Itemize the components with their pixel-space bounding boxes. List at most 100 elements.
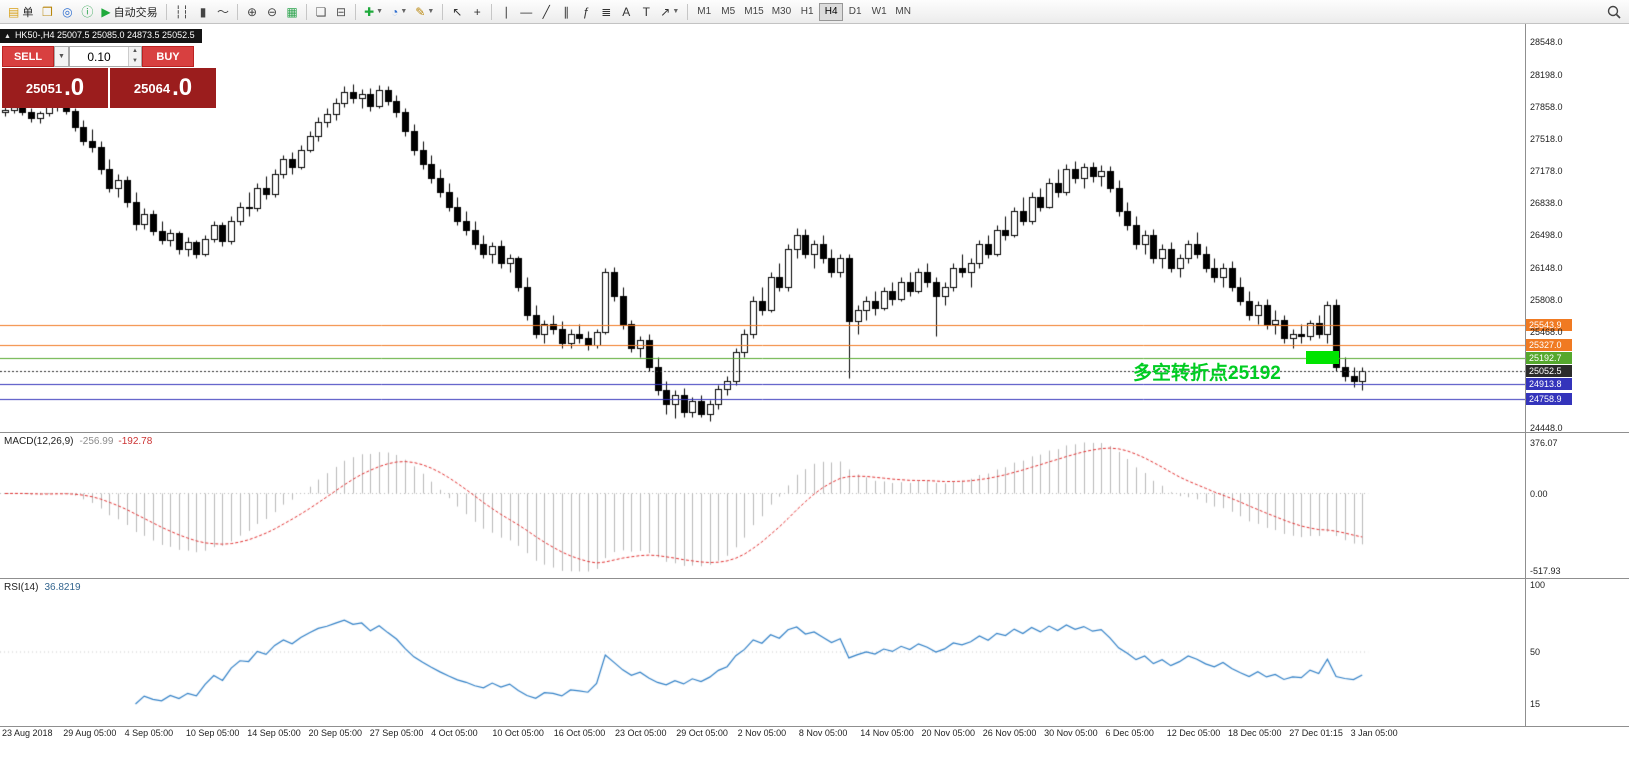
tile-horizontal-button[interactable]: ⊟ [331, 2, 351, 22]
sell-price-button[interactable]: 25051 .0 [2, 68, 108, 108]
macd-indicator-canvas[interactable] [0, 432, 1525, 578]
macd-name: MACD(12,26,9) [4, 436, 74, 447]
timeframe-button-h4[interactable]: H4 [819, 2, 844, 21]
chart-window-button[interactable]: ❒ [37, 2, 57, 22]
volume-spinner: ▲ ▼ [128, 47, 141, 66]
price-level-tag[interactable]: 25327.0 [1526, 339, 1572, 352]
line-chart-icon: ～ [217, 4, 230, 19]
shapes-button[interactable]: ≣ [596, 2, 616, 22]
price-axis-tick: 28198.0 [1530, 69, 1563, 80]
toolbar-separator [237, 3, 239, 20]
time-axis-label: 14 Sep 05:00 [247, 728, 301, 738]
search-button[interactable] [1603, 2, 1625, 22]
timeframe-button-m5[interactable]: M5 [716, 3, 740, 21]
turning-point-marker[interactable] [1306, 351, 1339, 365]
buy-button[interactable]: BUY [142, 46, 194, 67]
rsi-panel-separator[interactable] [0, 578, 1629, 579]
sell-button[interactable]: SELL [2, 46, 54, 67]
chart-window-icon: ❒ [41, 4, 53, 19]
rsi-axis-tick-100: 100 [1530, 580, 1546, 590]
chevron-down-icon: ▼ [376, 8, 384, 15]
crosshair-button[interactable]: + [467, 2, 487, 22]
price-level-tag[interactable]: 25543.9 [1526, 318, 1572, 331]
horizontal-line-button[interactable]: — [516, 2, 536, 22]
arrows-icon: ↗ [660, 4, 671, 19]
templates-icon: ✎ [415, 4, 426, 19]
new-order-button-label: 单 [22, 6, 34, 19]
sell-price-int: 25051 [25, 80, 63, 96]
timeframe-button-d1[interactable]: D1 [843, 3, 867, 21]
time-axis-label: 14 Nov 05:00 [860, 728, 914, 738]
time-axis-label: 23 Oct 05:00 [615, 728, 667, 738]
bar-chart-mode-button[interactable]: ┆┆ [171, 2, 193, 22]
tile-icon: ▦ [286, 4, 298, 19]
turning-point-annotation[interactable]: 多空转折点25192 [1133, 362, 1281, 384]
timeframe-button-m30[interactable]: M30 [768, 3, 795, 21]
text-label-icon: T [642, 4, 650, 19]
data-window-button[interactable]: ⓘ [77, 2, 97, 22]
text-label-button[interactable]: T [636, 2, 656, 22]
fibonacci-button[interactable]: ƒ [576, 2, 596, 22]
vertical-line-icon: ∣ [503, 4, 510, 19]
indicators-button[interactable]: ✚ ▼ [360, 2, 387, 22]
crosshair-icon: + [473, 4, 481, 19]
macd-axis-tick-max: 376.07 [1530, 438, 1558, 448]
arrows-button[interactable]: ↗ ▼ [656, 2, 683, 22]
timeframe-button-mn[interactable]: MN [891, 3, 915, 21]
zoom-in-button[interactable]: ⊕ [242, 2, 262, 22]
toolbar-separator [687, 3, 689, 20]
new-order-button[interactable]: ▤ 单 [4, 2, 37, 22]
time-axis-label: 27 Dec 01:15 [1289, 728, 1343, 738]
chart-caption[interactable]: ▲ HK50-,H4 25007.5 25085.0 24873.5 25052.… [0, 29, 202, 43]
cascade-button[interactable]: ❏ [311, 2, 331, 22]
macd-panel-separator[interactable] [0, 432, 1629, 433]
trendline-button[interactable]: ╱ [536, 2, 556, 22]
toolbar-separator [491, 3, 493, 20]
timeframe-button-h1[interactable]: H1 [795, 3, 819, 21]
tile-windows-button[interactable]: ▦ [282, 2, 302, 22]
horizontal-line-icon: — [520, 4, 533, 19]
timeframe-buttons: M1 M5 M15 M30 H1 H4 D1 W1 MN [692, 2, 915, 21]
channel-button[interactable]: ∥ [556, 2, 576, 22]
cascade-icon: ❏ [315, 4, 327, 19]
volume-down-button[interactable]: ▼ [129, 56, 141, 66]
toolbar-separator [306, 3, 308, 20]
text-button[interactable]: A [616, 2, 636, 22]
price-level-tag[interactable]: 25192.7 [1526, 351, 1572, 364]
timeframe-button-w1[interactable]: W1 [867, 3, 891, 21]
profiles-button[interactable]: ◎ [57, 2, 77, 22]
volume-up-button[interactable]: ▲ [129, 47, 141, 57]
zoom-out-button[interactable]: ⊖ [262, 2, 282, 22]
price-level-tag[interactable]: 24758.9 [1526, 392, 1572, 405]
volume-dropdown-button[interactable]: ▼ [54, 46, 69, 67]
time-axis-label: 16 Oct 05:00 [553, 728, 606, 738]
collapse-icon: ▲ [4, 33, 11, 40]
fibonacci-icon: ƒ [582, 4, 590, 19]
price-axis-tick: 27858.0 [1530, 101, 1563, 112]
candle-mode-button[interactable]: ▮ [193, 2, 213, 22]
price-axis-tick: 26498.0 [1530, 230, 1563, 240]
current-price-tag[interactable]: 25052.5 [1526, 365, 1572, 378]
volume-input[interactable] [70, 47, 128, 66]
templates-button[interactable]: ✎ ▼ [411, 2, 438, 22]
price-chart-canvas[interactable] [0, 24, 1525, 432]
cursor-button[interactable]: ↖ [447, 2, 467, 22]
chart-area: ▲ HK50-,H4 25007.5 25085.0 24873.5 25052.… [0, 24, 1629, 769]
timeframe-button-m1[interactable]: M1 [692, 3, 716, 21]
clock-icon: ◔ [391, 4, 399, 19]
autotrading-button[interactable]: ▶ 自动交易 [97, 2, 161, 22]
macd-signal-value: -192.78 [118, 436, 153, 447]
zoom-out-icon: ⊖ [267, 4, 278, 19]
rsi-indicator-canvas[interactable] [0, 578, 1525, 726]
periods-button[interactable]: ◔ ▼ [387, 2, 411, 22]
timeframe-button-m15[interactable]: M15 [740, 3, 767, 21]
info-icon: ⓘ [81, 4, 94, 19]
macd-label: MACD(12,26,9) -256.99 -192.78 [4, 436, 152, 447]
time-axis-separator [0, 726, 1629, 727]
price-level-tag[interactable]: 24913.8 [1526, 378, 1572, 391]
vertical-line-button[interactable]: ∣ [496, 2, 516, 22]
line-mode-button[interactable]: ～ [213, 2, 233, 22]
trendline-icon: ╱ [542, 4, 550, 19]
toolbar-buttons: ▤ 单 ❒ ◎ ⓘ ▶ 自动交易 ┆┆ ▮ ～ ⊕ ⊖ ▦ ❏ ⊟ ✚ ▼ ◔ ▼ ✎ ▼ ↖ + ∣ — ╱ ∥ ƒ ≣ A T ↗ ▼ [4, 2, 692, 22]
buy-price-button[interactable]: 25064 .0 [110, 68, 216, 108]
